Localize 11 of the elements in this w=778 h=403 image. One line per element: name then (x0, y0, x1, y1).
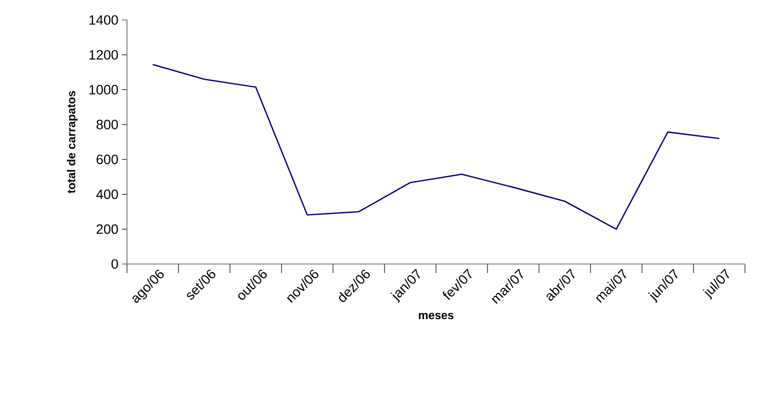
y-tick-label: 200 (96, 224, 118, 234)
y-tick-label: 1000 (89, 84, 118, 94)
y-tick-label: 1400 (89, 15, 118, 25)
y-tick-label: 0 (112, 259, 118, 269)
y-tick-label: 400 (96, 190, 118, 200)
y-tick-label: 600 (96, 154, 118, 164)
y-axis-title: total de carrapatos (66, 91, 78, 194)
x-axis-title: meses (418, 312, 454, 320)
y-tick-label: 800 (96, 120, 118, 130)
line-series (152, 64, 720, 230)
y-tick-label: 1200 (89, 50, 118, 60)
